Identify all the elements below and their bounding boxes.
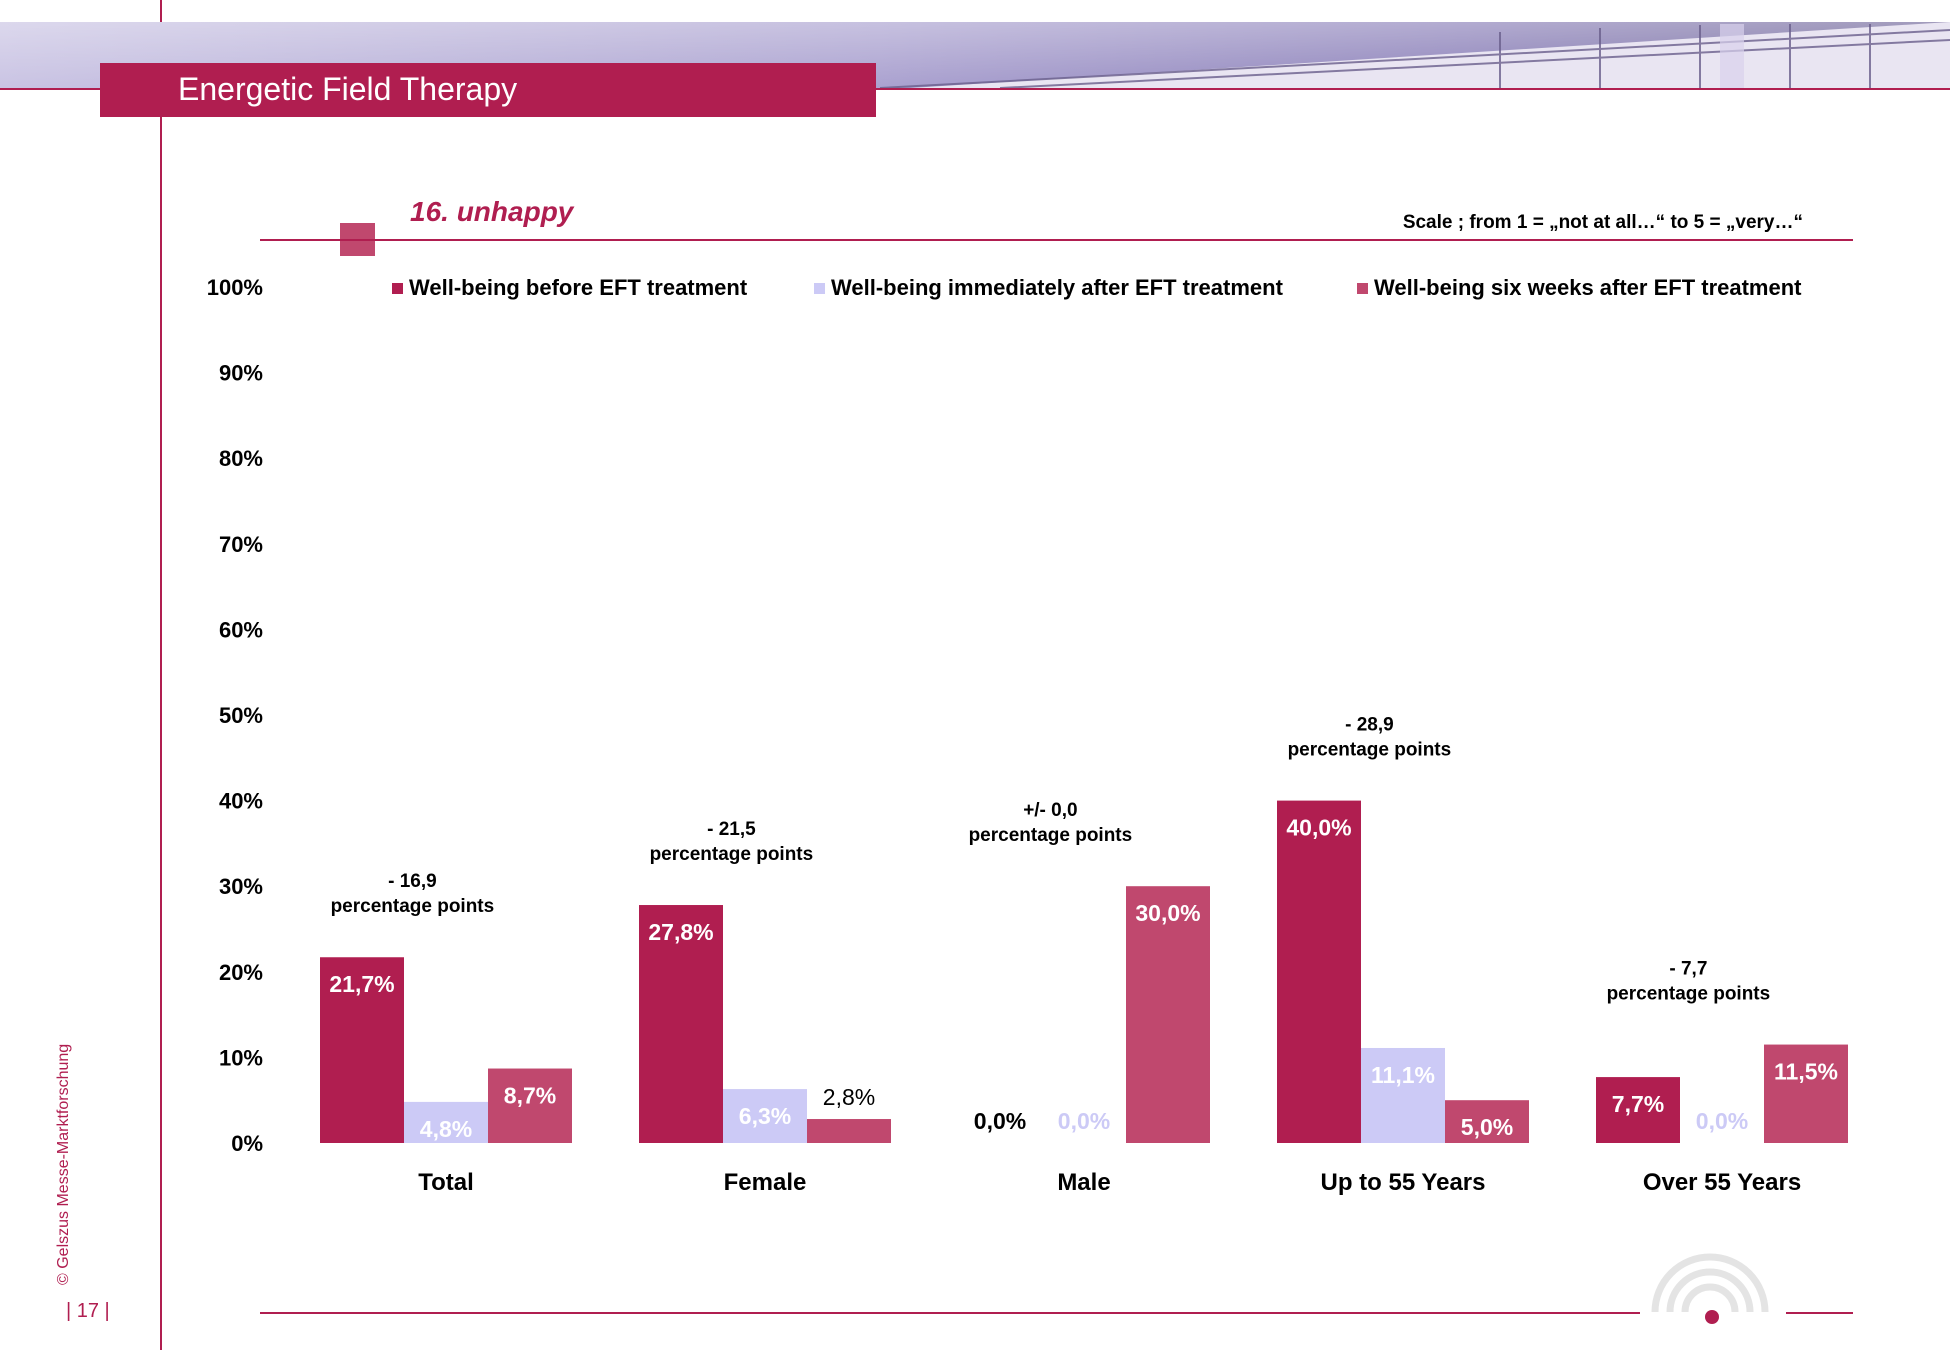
data-label: 0,0%: [1696, 1108, 1748, 1134]
legend-item-immediately: Well-being immediately after EFT treatme…: [814, 275, 1283, 301]
category-label: Up to 55 Years: [1321, 1169, 1486, 1196]
subtitle-divider: [260, 239, 1853, 241]
y-tick-label: 10%: [219, 1045, 263, 1070]
bar: [1445, 1100, 1529, 1143]
data-label: 4,8%: [420, 1116, 472, 1142]
y-tick-label: 40%: [219, 789, 263, 814]
annotation-unit: percentage points: [650, 844, 814, 865]
legend-swatch-immediately: [814, 282, 825, 294]
bar: [1126, 886, 1210, 1143]
company-logo: [1651, 1253, 1769, 1324]
legend-swatch-six-weeks: [1357, 282, 1368, 294]
data-label: 0,0%: [974, 1108, 1026, 1134]
annotation-value: - 7,7: [1669, 959, 1707, 980]
footer-line-left: [260, 1312, 1640, 1314]
annotation-unit: percentage points: [331, 896, 495, 917]
y-tick-label: 30%: [219, 874, 263, 899]
annotation-unit: percentage points: [1607, 984, 1771, 1005]
annotation-unit: percentage points: [969, 825, 1133, 846]
page-title: Energetic Field Therapy: [178, 71, 518, 107]
data-label: 27,8%: [648, 919, 713, 945]
data-label: 6,3%: [739, 1103, 791, 1129]
left-accent-line: [160, 0, 162, 1350]
bar: [639, 905, 723, 1143]
scale-note: Scale ; from 1 = „not at all…“ to 5 = „v…: [1402, 212, 1803, 233]
data-label: 11,5%: [1774, 1059, 1838, 1085]
y-tick-label: 20%: [219, 960, 263, 985]
footer-line-right: [1786, 1312, 1853, 1314]
bar: [404, 1101, 488, 1143]
bar: [723, 1089, 807, 1143]
data-label: 40,0%: [1286, 815, 1351, 841]
title-bar: Energetic Field Therapy: [100, 63, 876, 117]
legend-swatch-before: [392, 282, 403, 294]
y-tick-label: 60%: [219, 617, 263, 642]
copyright-text: © Gelszus Messe-Marktforschung: [55, 1043, 72, 1285]
bar: [807, 1119, 891, 1143]
category-label: Male: [1057, 1169, 1110, 1196]
data-label: 0,0%: [1058, 1108, 1110, 1134]
data-label: 7,7%: [1612, 1091, 1664, 1117]
bar: [488, 1068, 572, 1143]
legend-item-before: Well-being before EFT treatment: [392, 275, 747, 301]
annotation-value: +/- 0,0: [1023, 800, 1077, 821]
category-label: Female: [724, 1169, 807, 1196]
y-tick-label: 70%: [219, 532, 263, 557]
category-label: Over 55 Years: [1643, 1169, 1801, 1196]
bar: [320, 957, 404, 1143]
data-label: 30,0%: [1135, 900, 1200, 926]
y-tick-label: 0%: [231, 1131, 263, 1156]
legend-label-before: Well-being before EFT treatment: [409, 275, 748, 300]
bar: [1764, 1044, 1848, 1143]
chart-subtitle: 16. unhappy: [410, 196, 574, 227]
annotation-value: - 28,9: [1345, 715, 1394, 736]
annotation-value: - 21,5: [707, 819, 756, 840]
y-tick-label: 80%: [219, 446, 263, 471]
y-tick-label: 90%: [219, 361, 263, 386]
legend-label-immediately: Well-being immediately after EFT treatme…: [831, 275, 1283, 300]
category-label: Total: [418, 1169, 474, 1196]
page-number: | 17 |: [66, 1300, 110, 1322]
chart-legend: Well-being before EFT treatment Well-bei…: [392, 275, 1862, 305]
y-tick-label: 100%: [207, 275, 263, 300]
legend-item-six-weeks: Well-being six weeks after EFT treatment: [1357, 275, 1802, 301]
data-label: 8,7%: [504, 1083, 556, 1109]
annotation-unit: percentage points: [1288, 740, 1452, 761]
data-label: 5,0%: [1461, 1114, 1513, 1140]
bar: [1596, 1077, 1680, 1143]
y-tick-label: 50%: [219, 703, 263, 728]
annotation-value: - 16,9: [388, 871, 437, 892]
bar: [1361, 1047, 1445, 1143]
data-label: 2,8%: [823, 1084, 875, 1110]
data-label: 11,1%: [1371, 1062, 1435, 1088]
data-label: 21,7%: [329, 971, 394, 997]
legend-label-six-weeks: Well-being six weeks after EFT treatment: [1374, 275, 1802, 300]
bar: [1277, 800, 1361, 1143]
